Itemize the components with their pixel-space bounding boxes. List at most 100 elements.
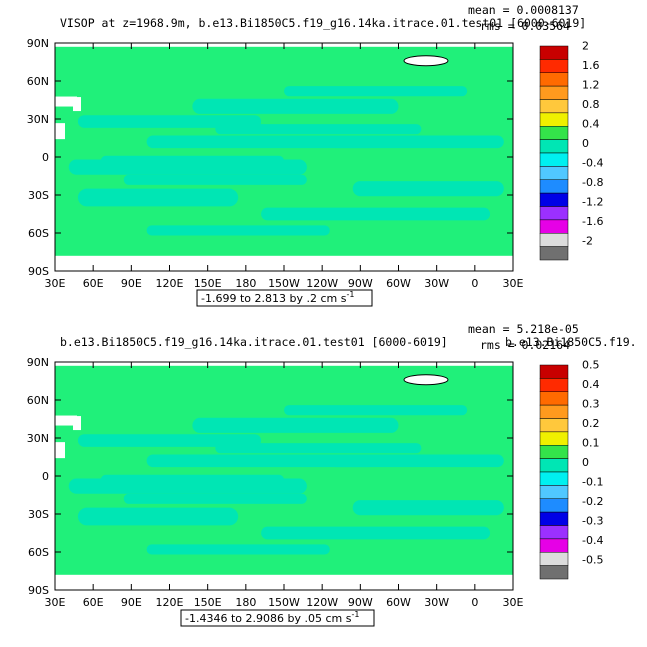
x-tick-label: 60E	[83, 596, 104, 609]
missing-patch	[403, 55, 449, 67]
colorbar-label: 0	[582, 456, 589, 469]
panel-title: VISOP at z=1968.9m, b.e13.Bi1850C5.f19_g…	[60, 16, 586, 30]
range-box-frame	[196, 289, 373, 307]
y-tick-label: 90S	[28, 584, 49, 597]
y-tick-label: 30N	[27, 432, 49, 445]
colorbar-label: 0.4	[582, 378, 600, 391]
missing-patch	[55, 442, 65, 459]
map-plot	[54, 361, 514, 591]
colorbar-swatch	[539, 59, 569, 73]
anomaly-band	[284, 405, 468, 416]
range-box-frame	[180, 609, 375, 627]
mean-label: mean = 0.0008137	[468, 3, 579, 17]
colorbar-swatch	[539, 404, 569, 419]
x-tick-label: 150E	[194, 596, 222, 609]
x-tick-label: 60E	[83, 277, 104, 290]
range-label: -1.4346 to 2.9086 by .05 cm s-1	[185, 610, 359, 625]
colorbar-label: -1.2	[582, 195, 603, 208]
x-tick-label: 90W	[348, 277, 373, 290]
anomaly-band	[215, 124, 422, 135]
colorbar-swatch	[539, 471, 569, 486]
x-tick-label: 90E	[121, 277, 142, 290]
colorbar-label: 0.4	[582, 118, 600, 131]
anomaly-band	[261, 526, 491, 540]
x-tick-label: 30E	[45, 596, 66, 609]
colorbar-swatch	[539, 179, 569, 194]
anomaly-band	[146, 225, 330, 236]
anomaly-band	[192, 98, 399, 114]
x-tick-label: 150E	[194, 277, 222, 290]
range-box: -1.4346 to 2.9086 by .05 cm s-1	[180, 609, 375, 627]
colorbar-swatch	[539, 206, 569, 221]
x-tick-label: 0	[471, 596, 478, 609]
y-tick-label: 90N	[27, 37, 49, 50]
anomaly-band	[77, 188, 239, 207]
colorbar-label: -2	[582, 234, 593, 247]
panel-title-overlap: b.e13.Bi1850C5.f19.	[505, 335, 637, 349]
panel-bottom: b.e13.Bi1850C5.f19_g16.14ka.itrace.01.te…	[27, 322, 637, 627]
colorbar: 2 1.6 1.2 0.8 0.4 0 -0.4 -0.8 -1.2 -1.6 -2	[539, 40, 603, 261]
anomaly-band	[352, 181, 504, 197]
colorbar-swatch	[539, 72, 569, 87]
anomaly-band	[215, 443, 422, 454]
x-tick-label: 30E	[503, 277, 524, 290]
anomaly-band	[77, 507, 239, 526]
y-axis-ticks: 90N 60N 30N 0 30S 60S 90S	[27, 356, 513, 597]
missing-patch	[73, 416, 81, 431]
colorbar-swatch	[539, 552, 569, 566]
colorbar-label: 0.5	[582, 359, 600, 372]
anomaly-band	[123, 174, 307, 185]
colorbar-label: -1.6	[582, 215, 603, 228]
ocean-field	[55, 365, 513, 575]
colorbar: 0.5 0.4 0.3 0.2 0.1 0 -0.1 -0.2 -0.3 -0.4 -0.5	[539, 359, 603, 580]
anomaly-band	[146, 135, 376, 149]
anomaly-band	[329, 454, 504, 468]
colorbar-swatch	[539, 364, 569, 379]
colorbar-swatch	[539, 498, 569, 513]
y-tick-label: 0	[42, 151, 49, 164]
colorbar-label: -0.5	[582, 553, 603, 566]
colorbar-label: -0.8	[582, 176, 603, 189]
y-tick-label: 90S	[28, 265, 49, 278]
x-tick-label: 60W	[386, 277, 411, 290]
y-axis-ticks: 90N 60N 30N 0 30S 60S 90S	[27, 37, 513, 278]
colorbar-swatch	[539, 418, 569, 433]
anomaly-band	[146, 454, 376, 468]
anomaly-band	[123, 493, 307, 504]
x-tick-label: 150W	[268, 277, 300, 290]
anomaly-band	[284, 86, 468, 97]
y-tick-label: 30S	[28, 508, 49, 521]
x-tick-label: 180	[235, 596, 256, 609]
colorbar-swatch	[539, 525, 569, 540]
colorbar-swatch	[539, 45, 569, 60]
y-tick-label: 60N	[27, 75, 49, 88]
colorbar-label: 1.6	[582, 59, 600, 72]
colorbar-label: 0.2	[582, 417, 600, 430]
colorbar-label: 2	[582, 40, 589, 53]
colorbar-swatch	[539, 565, 569, 580]
x-tick-label: 120E	[156, 596, 184, 609]
colorbar-swatch	[539, 126, 569, 140]
missing-patch	[403, 374, 449, 386]
missing-patch	[55, 415, 77, 426]
y-tick-label: 0	[42, 470, 49, 483]
colorbar-swatch	[539, 431, 569, 446]
anomaly-band	[146, 544, 330, 555]
colorbar-label: 0.1	[582, 437, 600, 450]
x-tick-label: 90E	[121, 596, 142, 609]
x-tick-label: 0	[471, 277, 478, 290]
rms-label: rms = 0.03564	[480, 19, 570, 33]
panel-top: VISOP at z=1968.9m, b.e13.Bi1850C5.f19_g…	[27, 3, 603, 307]
colorbar-label: -0.4	[582, 534, 603, 547]
colorbar-label: 0.8	[582, 98, 600, 111]
missing-patch	[55, 96, 77, 107]
colorbar-swatch	[539, 152, 569, 167]
range-box: -1.699 to 2.813 by .2 cm s-1	[196, 289, 373, 307]
y-tick-label: 30S	[28, 189, 49, 202]
colorbar-label: -0.2	[582, 495, 603, 508]
colorbar-swatch	[539, 99, 569, 114]
missing-patch	[73, 97, 81, 112]
anomaly-band	[261, 207, 491, 221]
rms-label: rms = 0.02164	[480, 338, 570, 352]
colorbar-swatch	[539, 391, 569, 406]
